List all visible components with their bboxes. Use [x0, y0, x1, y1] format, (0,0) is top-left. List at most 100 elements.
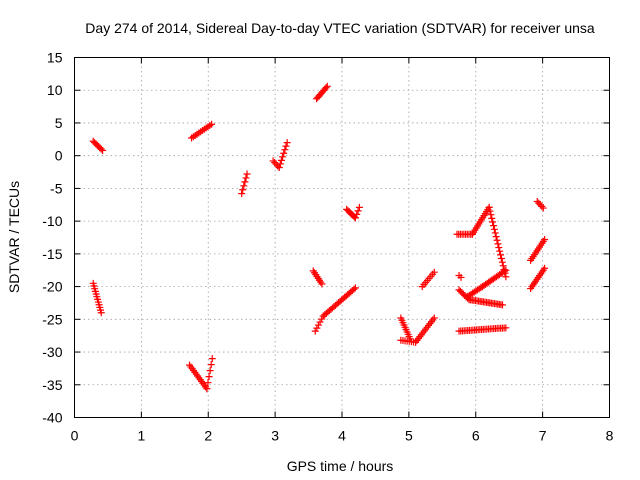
data-point — [207, 361, 215, 369]
data-point — [238, 190, 246, 198]
y-tick-label: -40 — [42, 410, 62, 426]
plot-frame — [74, 57, 610, 418]
data-point — [495, 244, 503, 252]
data-point — [283, 139, 291, 147]
grid — [74, 57, 610, 418]
data-point — [502, 266, 510, 274]
data-point — [242, 174, 250, 182]
data-point — [500, 267, 508, 275]
data-point — [275, 163, 283, 171]
data-point — [541, 264, 549, 272]
data-point — [240, 182, 248, 190]
data-point — [493, 236, 501, 244]
data-point — [489, 218, 497, 226]
data-point — [99, 146, 107, 154]
data-point — [271, 159, 279, 167]
data-point — [208, 120, 216, 128]
data-point — [97, 145, 105, 153]
data-point — [457, 273, 465, 281]
y-tick-label: -35 — [42, 377, 62, 393]
data-point — [488, 214, 496, 222]
data-point — [487, 211, 495, 219]
data-point — [239, 186, 247, 194]
data-point — [322, 84, 330, 92]
x-tick-label: 8 — [606, 428, 614, 444]
y-tick-label: -30 — [42, 344, 62, 360]
data-point — [541, 235, 549, 243]
x-tick-label: 5 — [405, 428, 413, 444]
data-point — [486, 207, 494, 215]
data-point — [353, 210, 361, 218]
data-point — [318, 315, 326, 323]
data-point — [490, 222, 498, 230]
data-point — [282, 142, 290, 150]
data-point — [311, 327, 319, 335]
data-point — [490, 225, 498, 233]
chart-title: Day 274 of 2014, Sidereal Day-to-day VTE… — [85, 20, 595, 36]
data-point — [203, 385, 211, 393]
data-point — [502, 324, 510, 332]
data-point — [277, 156, 285, 164]
data-point — [492, 233, 500, 241]
data-point — [499, 262, 507, 270]
data-point — [281, 146, 289, 154]
data-point — [430, 314, 438, 322]
data-point — [354, 207, 362, 215]
y-tick-label: 10 — [47, 82, 63, 98]
data-point — [314, 321, 322, 329]
data-point — [497, 255, 505, 263]
data-point — [533, 198, 541, 205]
x-tick-label: 4 — [338, 428, 346, 444]
data-point — [243, 170, 251, 178]
data-point — [499, 301, 506, 309]
x-tick-label: 7 — [539, 428, 547, 444]
data-point — [355, 203, 363, 211]
data-point — [269, 157, 277, 165]
data-point — [316, 318, 324, 326]
data-point — [535, 199, 543, 207]
data-point — [205, 373, 213, 381]
data-point — [279, 153, 287, 161]
data-point — [208, 355, 216, 363]
x-tick-label: 6 — [472, 428, 480, 444]
data-point — [496, 247, 504, 255]
data-point — [241, 178, 249, 186]
x-tick-label: 1 — [137, 428, 145, 444]
data-point — [498, 258, 506, 266]
y-tick-label: -25 — [42, 311, 62, 327]
x-tick-label: 2 — [204, 428, 212, 444]
x-tick-label: 3 — [271, 428, 279, 444]
y-tick-label: 15 — [47, 50, 63, 66]
data-point — [430, 268, 438, 276]
data-point — [280, 149, 288, 157]
data-point — [97, 309, 105, 317]
data-point — [323, 82, 331, 90]
data-point — [491, 229, 499, 237]
y-tick-label: -20 — [42, 279, 62, 295]
data-point — [206, 367, 214, 375]
x-axis-label: GPS time / hours — [287, 458, 394, 474]
data-point — [536, 201, 544, 209]
x-tick-labels: 0 1 2 3 4 5 6 7 8 — [71, 428, 614, 444]
data-point — [318, 280, 326, 288]
y-tick-labels: -40 -35 -30 -25 -20 -15 -10 -5 0 5 10 15 — [42, 50, 62, 426]
y-tick-label: -15 — [42, 246, 62, 262]
data-point — [350, 285, 358, 293]
data-point — [494, 240, 502, 248]
y-tick-label: -10 — [42, 213, 62, 229]
data-point — [276, 160, 284, 168]
data-points — [89, 82, 549, 393]
data-point — [485, 203, 493, 211]
data-point — [313, 324, 321, 332]
data-point — [351, 284, 359, 292]
data-point — [539, 204, 547, 212]
data-point — [204, 379, 212, 387]
x-tick-label: 0 — [71, 428, 79, 444]
y-axis-label: SDTVAR / TECUs — [6, 181, 22, 293]
y-tick-label: -5 — [50, 180, 63, 196]
data-point — [351, 214, 359, 222]
y-tick-label: 5 — [55, 115, 63, 131]
y-tick-label: 0 — [55, 148, 63, 164]
data-point — [502, 273, 510, 281]
